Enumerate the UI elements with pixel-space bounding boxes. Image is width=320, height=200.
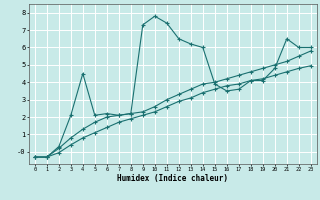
X-axis label: Humidex (Indice chaleur): Humidex (Indice chaleur) xyxy=(117,174,228,183)
